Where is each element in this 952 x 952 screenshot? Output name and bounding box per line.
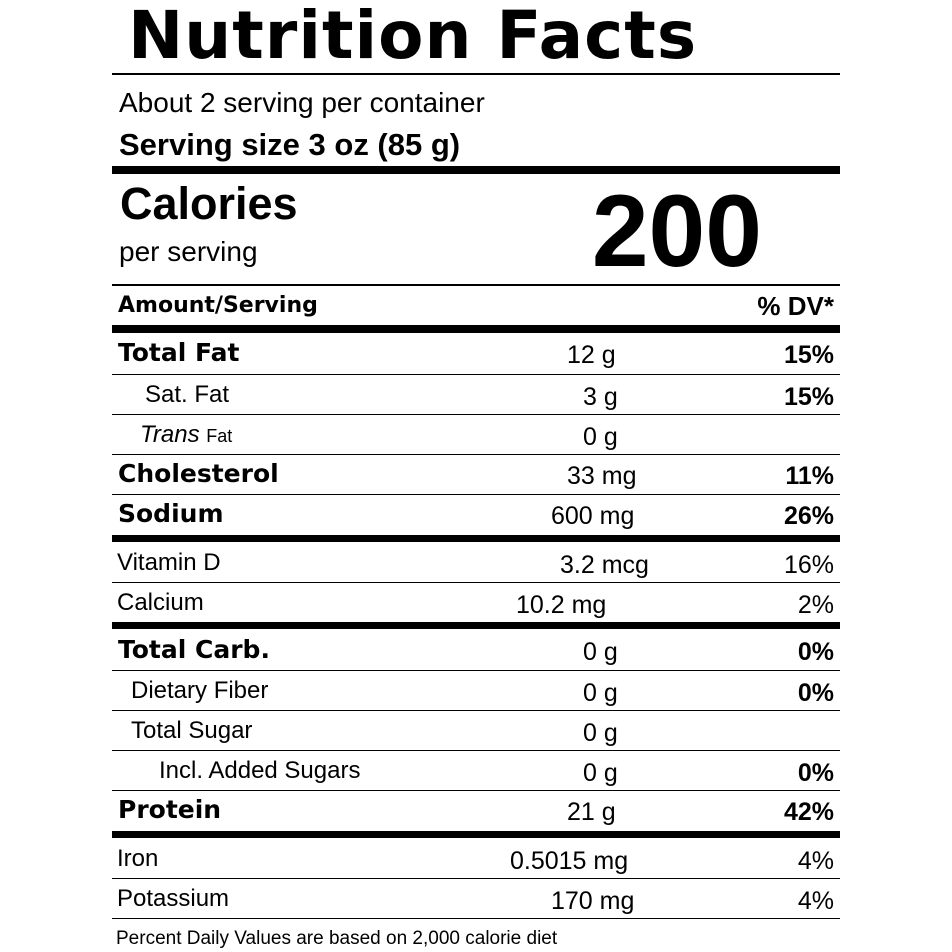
nutrient-name: Total Carb.	[118, 635, 270, 664]
nutrient-name: Potassium	[117, 885, 230, 912]
nutrient-name: Protein	[118, 795, 222, 824]
nutrient-amount: 3 g	[583, 383, 618, 411]
divider	[112, 790, 840, 791]
nutrient-amount: 12 g	[567, 341, 616, 369]
nutrient-amount: 600 mg	[551, 502, 635, 530]
calories-per-serving: per serving	[119, 236, 258, 267]
nutrient-amount: 0 g	[583, 423, 618, 451]
nutrient-amount: 0 g	[583, 679, 618, 707]
nutrient-dv: 42%	[783, 798, 834, 826]
nutrient-dv: 15%	[783, 341, 834, 369]
daily-value-header: % DV*	[757, 291, 834, 321]
footnote: Percent Daily Values are based on 2,000 …	[116, 928, 558, 949]
nutrient-amount: 21 g	[567, 798, 616, 826]
nutrient-amount: 3.2 mcg	[560, 551, 649, 579]
nutrient-name: Incl. Added Sugars	[159, 757, 361, 784]
nutrient-name: Calcium	[117, 589, 204, 616]
nutrient-dv: 26%	[783, 502, 834, 530]
nutrient-name: Dietary Fiber	[131, 677, 269, 704]
serving-size: Serving size 3 oz (85 g)	[119, 127, 461, 162]
amount-serving-header: Amount/Serving	[118, 293, 318, 318]
calories-label: Calories	[120, 178, 298, 229]
divider	[112, 750, 840, 751]
nutrient-dv: 0%	[797, 679, 834, 707]
divider	[112, 414, 840, 415]
nutrient-dv: 11%	[785, 462, 834, 490]
label-title: Nutrition Facts	[128, 0, 698, 74]
nutrient-amount: 0 g	[583, 638, 618, 666]
divider	[112, 374, 840, 375]
nutrient-name: Total Fat	[118, 338, 240, 367]
nutrient-name: Vitamin D	[117, 549, 221, 576]
thick-divider	[112, 325, 840, 333]
divider	[112, 454, 840, 455]
nutrient-name: Total Sugar	[131, 717, 253, 744]
nutrient-dv: 15%	[783, 383, 834, 411]
nutrient-amount: 0.5015 mg	[510, 847, 629, 875]
divider	[112, 582, 840, 583]
divider	[112, 670, 840, 671]
thick-divider	[112, 622, 840, 629]
nutrient-name: Sodium	[118, 499, 224, 528]
nutrient-name: Sat. Fat	[145, 381, 230, 408]
nutrient-amount: 0 g	[583, 759, 618, 787]
divider	[112, 494, 840, 495]
nutrient-name: Trans Fat	[140, 421, 233, 448]
nutrient-name: Iron	[117, 845, 159, 872]
thick-divider	[112, 535, 840, 542]
nutrient-name: Cholesterol	[118, 459, 279, 488]
nutrient-dv: 4%	[797, 847, 834, 875]
divider	[112, 284, 840, 286]
divider	[112, 878, 840, 879]
nutrient-amount: 10.2 mg	[516, 591, 607, 619]
nutrient-dv: 0%	[797, 759, 834, 787]
nutrient-dv: 4%	[797, 887, 834, 915]
nutrient-dv: 16%	[783, 551, 834, 579]
calories-value: 200	[591, 174, 762, 288]
nutrient-amount: 0 g	[583, 719, 618, 747]
divider	[112, 918, 840, 919]
divider	[112, 73, 840, 75]
nutrient-dv: 0%	[797, 638, 834, 666]
thick-divider	[112, 166, 840, 174]
thick-divider	[112, 831, 840, 838]
divider	[112, 710, 840, 711]
nutrient-amount: 33 mg	[567, 462, 637, 490]
nutrient-amount: 170 mg	[551, 887, 635, 915]
nutrient-dv: 2%	[797, 591, 834, 619]
servings-per-container: About 2 serving per container	[119, 87, 485, 118]
nutrition-label: Nutrition Facts About 2 serving per cont…	[112, 0, 840, 952]
